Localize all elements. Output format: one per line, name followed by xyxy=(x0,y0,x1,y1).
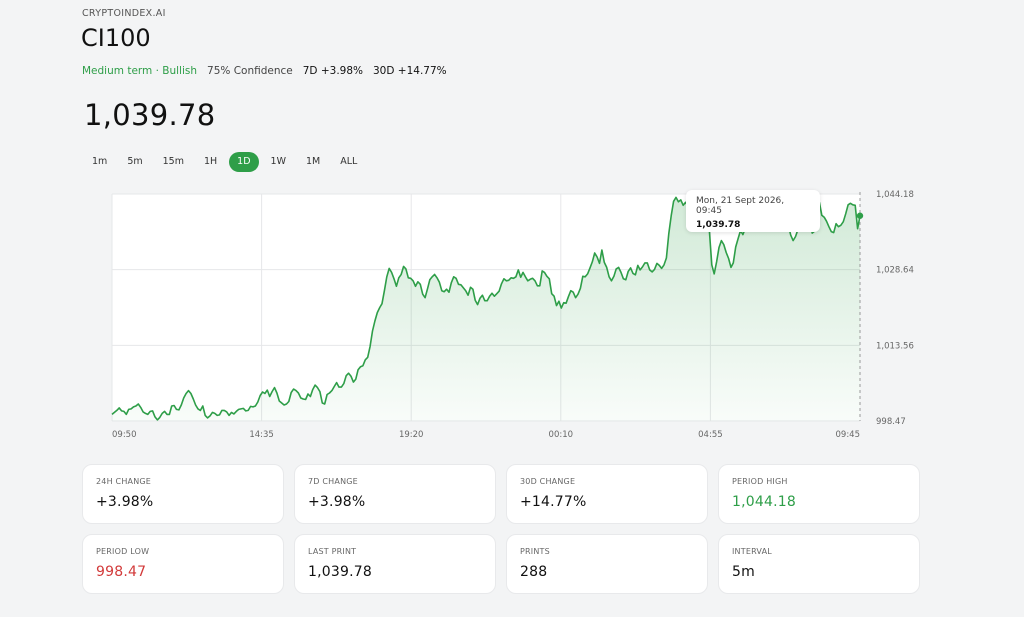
stat-label: 30D CHANGE xyxy=(520,477,576,486)
price-chart[interactable]: 1,044.18 1,028.64 1,013.56 998.47 09:50 14:35… xyxy=(0,180,1024,442)
stat-card-interval: INTERVAL 5m xyxy=(718,534,920,594)
stat-card-period-low: PERIOD LOW 998.47 xyxy=(82,534,284,594)
stat-label: PRINTS xyxy=(520,547,550,556)
stat-card-24h-change: 24H CHANGE +3.98% xyxy=(82,464,284,524)
x-tick-label: 14:35 xyxy=(249,430,274,440)
x-tick-label: 09:45 xyxy=(836,430,861,440)
price-chart-svg[interactable]: 1,044.18 1,028.64 1,013.56 998.47 09:50 14:35… xyxy=(0,180,1024,442)
y-tick-label: 1,028.64 xyxy=(876,266,914,276)
stat-label: PERIOD HIGH xyxy=(732,477,788,486)
last-point-marker xyxy=(856,212,864,219)
x-tick-label: 19:20 xyxy=(399,430,424,440)
x-tick-label: 00:10 xyxy=(549,430,574,440)
stat-value: +3.98% xyxy=(308,494,366,510)
sentiment-label: Medium term · Bullish xyxy=(82,65,198,77)
stat-value: 998.47 xyxy=(96,564,147,580)
x-tick-label: 04:55 xyxy=(698,430,723,440)
price-area xyxy=(112,194,860,421)
stat-value: 5m xyxy=(732,564,755,580)
stat-label: INTERVAL xyxy=(732,547,772,556)
tooltip-time: Mon, 21 Sept 2026, 09:45 xyxy=(696,196,785,216)
timeframe-15m[interactable]: 15m xyxy=(162,156,184,167)
change-30d-label: 30D +14.77% xyxy=(373,65,447,77)
confidence-label: 75% Confidence xyxy=(207,65,293,77)
timeframe-5m[interactable]: 5m xyxy=(127,156,143,167)
timeframe-all[interactable]: ALL xyxy=(340,156,358,167)
y-tick-label: 1,044.18 xyxy=(876,190,914,200)
tooltip-value: 1,039.78 xyxy=(696,220,741,230)
timeframe-selector: 1m 5m 15m 1H 1D 1W 1M ALL xyxy=(84,152,365,172)
stat-value: +3.98% xyxy=(96,494,154,510)
stats-grid: 24H CHANGE +3.98% 7D CHANGE +3.98% 30D C… xyxy=(82,464,920,594)
stat-card-period-high: PERIOD HIGH 1,044.18 xyxy=(718,464,920,524)
chart-tooltip: Mon, 21 Sept 2026, 09:45 1,039.78 xyxy=(686,190,820,232)
index-meta: Medium term · Bullish 75% Confidence 7D … xyxy=(82,65,447,77)
stat-card-prints: PRINTS 288 xyxy=(506,534,708,594)
y-tick-label: 998.47 xyxy=(876,417,906,427)
timeframe-1h[interactable]: 1H xyxy=(203,156,218,167)
stat-card-last-print: LAST PRINT 1,039.78 xyxy=(294,534,496,594)
stat-label: 24H CHANGE xyxy=(96,477,152,486)
stat-label: 7D CHANGE xyxy=(308,477,358,486)
timeframe-1w[interactable]: 1W xyxy=(270,156,286,167)
stat-card-7d-change: 7D CHANGE +3.98% xyxy=(294,464,496,524)
timeframe-1mo[interactable]: 1M xyxy=(305,156,321,167)
stat-value: +14.77% xyxy=(520,494,587,510)
stat-card-30d-change: 30D CHANGE +14.77% xyxy=(506,464,708,524)
timeframe-1m[interactable]: 1m xyxy=(92,156,108,167)
stat-label: PERIOD LOW xyxy=(96,547,150,556)
stat-value: 1,044.18 xyxy=(732,494,796,510)
brand-label: CRYPTOINDEX.AI xyxy=(82,8,166,19)
current-price: 1,039.78 xyxy=(84,98,216,132)
index-title: CI100 xyxy=(81,24,151,52)
change-7d-label: 7D +3.98% xyxy=(302,65,363,77)
stat-label: LAST PRINT xyxy=(308,547,357,556)
stat-value: 288 xyxy=(520,564,548,580)
y-tick-label: 1,013.56 xyxy=(876,341,914,351)
timeframe-1d[interactable]: 1D xyxy=(229,152,259,172)
stat-value: 1,039.78 xyxy=(308,564,372,580)
x-tick-label: 09:50 xyxy=(112,430,137,440)
price-line xyxy=(111,194,861,421)
